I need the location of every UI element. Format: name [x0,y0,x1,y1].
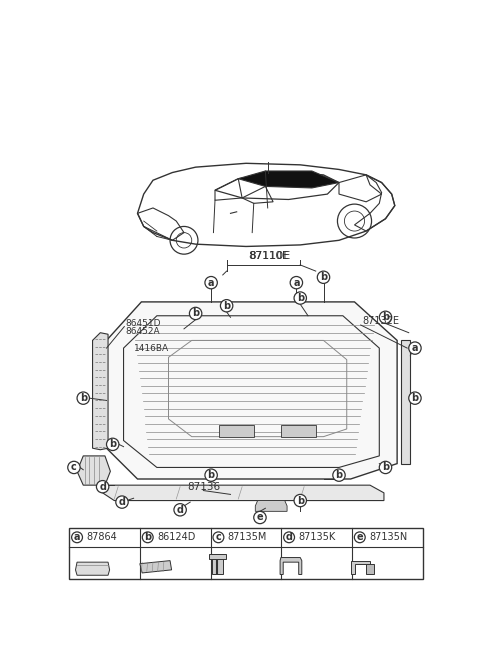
Text: b: b [207,470,215,480]
Circle shape [379,461,392,474]
Text: 1416BA: 1416BA [133,344,169,352]
Text: 87135K: 87135K [299,533,336,542]
Circle shape [294,292,306,304]
Polygon shape [107,302,397,479]
Polygon shape [140,561,172,573]
Text: d: d [286,533,293,542]
Circle shape [379,311,392,324]
Text: 87110E: 87110E [248,251,290,261]
Circle shape [409,342,421,354]
Circle shape [174,504,186,516]
Text: 87110E: 87110E [250,251,289,261]
Text: b: b [297,293,304,303]
Text: 87135M: 87135M [228,533,267,542]
Text: b: b [144,533,151,542]
Text: b: b [336,470,343,480]
Circle shape [96,481,109,493]
Circle shape [290,276,302,289]
Circle shape [254,512,266,523]
Text: 86124D: 86124D [157,533,195,542]
Text: b: b [297,496,304,506]
Text: b: b [411,393,419,403]
Circle shape [142,532,153,543]
Text: b: b [80,393,87,403]
Polygon shape [401,341,410,464]
Circle shape [72,532,83,543]
Circle shape [354,532,365,543]
Text: b: b [382,462,389,472]
Polygon shape [75,562,109,575]
Text: a: a [208,278,215,288]
Circle shape [107,438,119,451]
Circle shape [333,469,345,481]
Circle shape [77,392,89,404]
Polygon shape [280,557,302,574]
Text: b: b [109,440,116,449]
Circle shape [220,299,233,312]
Polygon shape [350,561,370,574]
Circle shape [213,532,224,543]
Text: b: b [192,309,199,318]
Text: 87136: 87136 [187,481,220,492]
Circle shape [294,495,306,507]
Polygon shape [77,456,110,485]
Polygon shape [366,564,374,574]
Text: c: c [216,533,221,542]
Circle shape [116,496,128,508]
Text: 87864: 87864 [86,533,117,542]
Text: 87135N: 87135N [369,533,408,542]
Text: a: a [412,343,418,353]
Text: e: e [257,512,263,523]
Circle shape [284,532,295,543]
Polygon shape [281,425,316,437]
Text: b: b [320,272,327,282]
Text: 86451D: 86451D [126,319,161,328]
Text: 87132E: 87132E [362,316,399,326]
Text: b: b [223,301,230,310]
Text: d: d [99,481,106,492]
Text: a: a [293,278,300,288]
Polygon shape [103,485,384,500]
Polygon shape [209,555,226,559]
Circle shape [317,271,330,284]
Polygon shape [219,425,254,437]
Polygon shape [238,171,339,188]
Text: 86452A: 86452A [126,327,160,335]
Text: b: b [382,312,389,322]
Text: d: d [177,505,184,515]
Text: c: c [71,462,77,472]
Circle shape [68,461,80,474]
Circle shape [190,307,202,320]
Text: a: a [74,533,80,542]
Circle shape [205,469,217,481]
Text: e: e [357,533,363,542]
Text: d: d [119,497,125,507]
Circle shape [409,392,421,404]
Circle shape [205,276,217,289]
Polygon shape [93,333,108,450]
Polygon shape [212,555,223,574]
Polygon shape [255,500,287,512]
